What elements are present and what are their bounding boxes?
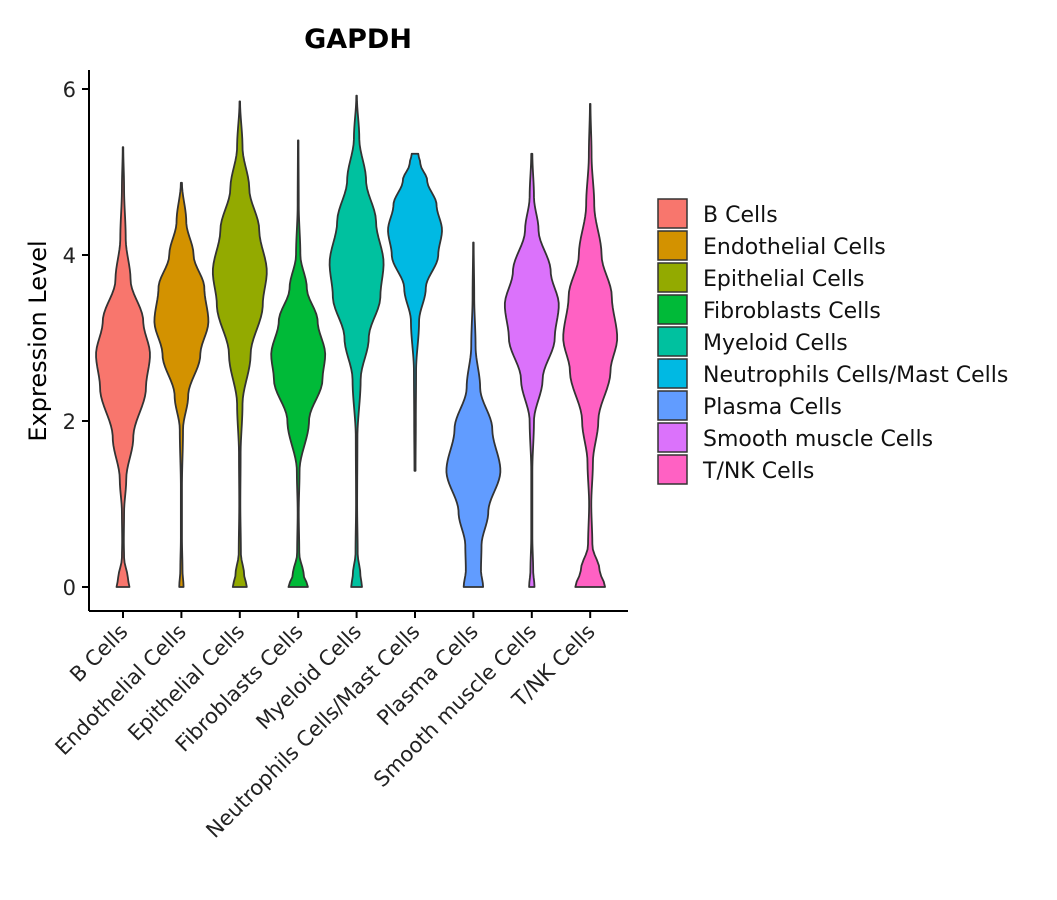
y-axis-label: Expression Level	[24, 240, 52, 441]
x-tick-label-plasma-cells: Plasma Cells	[372, 620, 483, 731]
legend-label-smooth-muscle-cells: Smooth muscle Cells	[703, 427, 933, 452]
violin-myeloid-cells	[328, 94, 385, 588]
legend-swatch-smooth-muscle-cells	[657, 422, 688, 453]
legend-label-endothelial-cells: Endothelial Cells	[703, 235, 886, 260]
violin-t-nk-cells	[562, 103, 619, 588]
legend-swatch-t-nk-cells	[657, 454, 688, 485]
legend-swatch-plasma-cells	[657, 390, 688, 421]
violins-group	[95, 94, 619, 588]
legend-swatch-b-cells	[657, 198, 688, 229]
y-tick-label-2: 2	[63, 410, 76, 434]
violin-fibroblasts-cells	[270, 139, 327, 588]
legend: B Cells Endothelial Cells Epithelial Cells…	[657, 198, 1008, 485]
y-tick-label-0: 0	[63, 576, 76, 600]
legend-label-fibroblasts-cells: Fibroblasts Cells	[703, 299, 881, 324]
chart-title: GAPDH	[304, 24, 412, 55]
legend-swatch-neutrophils-cells-mast-cells	[657, 358, 688, 389]
legend-label-neutrophils-cells-mast-cells: Neutrophils Cells/Mast Cells	[703, 363, 1008, 388]
legend-label-epithelial-cells: Epithelial Cells	[703, 267, 864, 292]
violin-b-cells	[95, 146, 151, 588]
y-tick-label-6: 6	[63, 78, 76, 102]
legend-swatch-myeloid-cells	[657, 326, 688, 357]
violin-smooth-muscle-cells	[503, 152, 560, 588]
violin-plasma-cells	[445, 241, 502, 588]
legend-swatch-epithelial-cells	[657, 262, 688, 293]
violin-endothelial-cells	[153, 181, 210, 588]
legend-label-t-nk-cells: T/NK Cells	[702, 459, 814, 484]
legend-label-b-cells: B Cells	[703, 203, 778, 228]
violin-epithelial-cells	[211, 100, 268, 588]
y-axis: 0 2 4 6	[63, 70, 90, 611]
legend-label-myeloid-cells: Myeloid Cells	[703, 331, 848, 356]
y-tick-label-4: 4	[63, 244, 76, 268]
violin-neutrophils-cells-mast-cells	[387, 152, 443, 472]
legend-swatch-fibroblasts-cells	[657, 294, 688, 325]
legend-swatch-endothelial-cells	[657, 230, 688, 261]
legend-label-plasma-cells: Plasma Cells	[703, 395, 842, 420]
x-tick-label-neutrophils-cells-mast-cells: Neutrophils Cells/Mast Cells	[201, 620, 424, 843]
